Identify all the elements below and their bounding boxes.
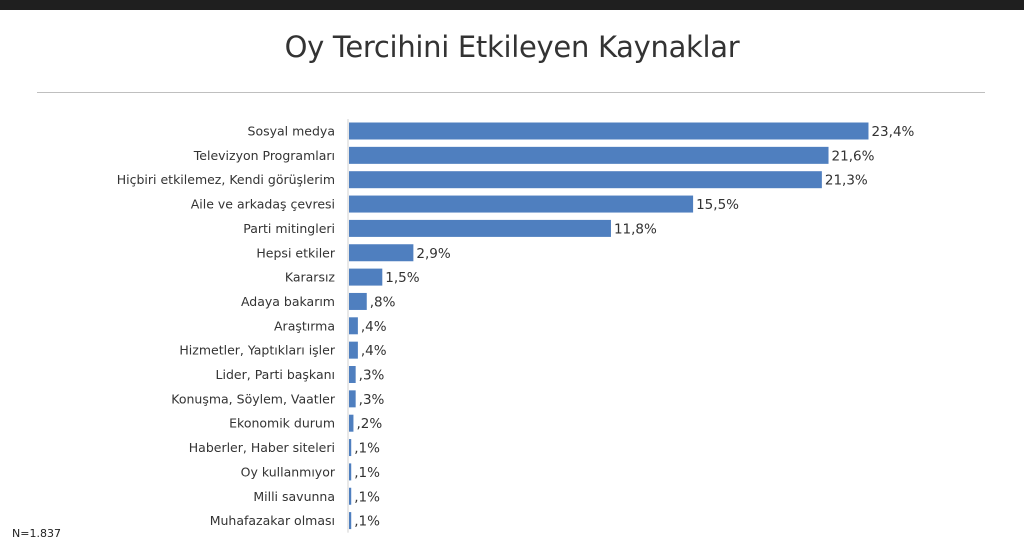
bar: [349, 512, 352, 530]
category-label: Adaya bakarım: [241, 294, 335, 309]
bar: [349, 244, 414, 262]
category-label: Sosyal medya: [248, 124, 335, 139]
category-label: Hiçbiri etkilemez, Kendi görüşlerim: [117, 172, 335, 187]
bar: [349, 463, 352, 481]
category-label: Hepsi etkiler: [256, 245, 335, 260]
data-label: ,3%: [359, 392, 385, 408]
data-label: 1,5%: [385, 270, 419, 286]
data-label: ,4%: [361, 319, 387, 335]
bar: [349, 268, 383, 286]
data-label: ,1%: [354, 514, 380, 530]
data-label: ,1%: [354, 489, 380, 505]
data-label: 2,9%: [416, 246, 450, 262]
category-label: Konuşma, Söylem, Vaatler: [171, 391, 336, 406]
data-label: 11,8%: [614, 221, 657, 237]
category-label: Televizyon Programları: [193, 148, 335, 163]
category-label: Parti mitingleri: [243, 221, 335, 236]
bar: [349, 317, 358, 335]
bar: [349, 414, 354, 432]
title-divider: [37, 92, 985, 93]
category-label: Hizmetler, Yaptıkları işler: [179, 343, 335, 358]
category-label: Aile ve arkadaş çevresi: [191, 197, 335, 212]
bar: [349, 171, 822, 189]
data-label: ,4%: [361, 343, 387, 359]
bar: [349, 219, 611, 237]
data-label: 21,6%: [832, 148, 875, 164]
category-label: Milli savunna: [253, 489, 335, 504]
bar: [349, 341, 358, 359]
category-label: Lider, Parti başkanı: [216, 367, 335, 382]
bar: [349, 195, 694, 213]
data-label: ,1%: [354, 465, 380, 481]
bar: [349, 487, 352, 505]
data-label: 23,4%: [871, 124, 914, 140]
category-label: Araştırma: [274, 318, 335, 333]
data-label: ,3%: [359, 368, 385, 384]
top-border-bar: [0, 0, 1024, 10]
bar: [349, 439, 352, 457]
category-label: Oy kullanmıyor: [241, 464, 336, 479]
data-label: ,2%: [356, 416, 382, 432]
bar: [349, 292, 367, 310]
sample-size-note: N=1.837: [12, 527, 61, 540]
data-label: 15,5%: [696, 197, 739, 213]
data-label: ,1%: [354, 441, 380, 457]
bar: [349, 366, 356, 383]
data-label: ,8%: [370, 294, 396, 310]
bar: [349, 390, 356, 408]
category-label: Haberler, Haber siteleri: [189, 440, 335, 455]
category-label: Muhafazakar olması: [210, 513, 335, 528]
chart-title: Oy Tercihini Etkileyen Kaynaklar: [284, 30, 740, 64]
category-label: Ekonomik durum: [229, 416, 335, 431]
data-label: 21,3%: [825, 173, 868, 189]
bar: [349, 122, 869, 140]
category-label: Kararsız: [285, 270, 336, 285]
bar: [349, 146, 829, 164]
